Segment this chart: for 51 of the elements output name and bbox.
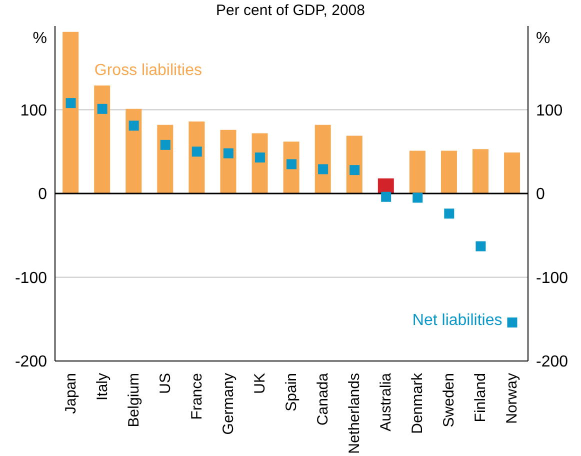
chart-title: Per cent of GDP, 2008 (215, 2, 366, 19)
series-label: Gross liabilities (94, 62, 202, 80)
x-tick-label: Netherlands (346, 373, 364, 454)
point (223, 148, 234, 158)
x-tick-label: Sweden (440, 373, 458, 428)
x-tick-label: Germany (220, 372, 237, 435)
bar (409, 150, 426, 194)
point (192, 146, 202, 157)
point (97, 104, 108, 114)
point (66, 98, 76, 108)
x-tick-label: Norway (504, 372, 521, 424)
y-tick-label: 0 (38, 186, 48, 204)
y-axis-title: % (32, 30, 47, 48)
point (444, 208, 454, 219)
y2-tick-label: -200 (536, 354, 568, 371)
point (254, 152, 265, 162)
x-tick-label: Finland (472, 373, 490, 422)
y2-axis-title: % (536, 30, 550, 48)
point (381, 192, 392, 202)
point (412, 192, 423, 203)
y2-tick-label: 100 (536, 102, 563, 120)
y-tick-label: 100 (20, 102, 48, 120)
point (128, 120, 139, 131)
bar (94, 85, 110, 194)
x-tick-label: Australia (378, 372, 395, 432)
series-label: Net liabilities (412, 312, 502, 330)
y-tick-label: -100 (14, 270, 48, 287)
bar (440, 150, 457, 194)
bar (472, 149, 488, 194)
bar (378, 178, 394, 194)
bar (504, 152, 520, 194)
point (160, 140, 170, 150)
point (318, 164, 328, 174)
y2-tick-label: 0 (536, 186, 545, 204)
point (350, 165, 360, 176)
x-tick-label: Canada (314, 372, 332, 426)
y-tick-label: -200 (14, 354, 48, 371)
x-tick-label: Japan (62, 373, 80, 414)
point (286, 159, 296, 170)
point (476, 241, 486, 252)
x-tick-label: Spain (283, 373, 300, 412)
bar (126, 108, 142, 194)
x-tick-label: UK (251, 373, 268, 394)
x-tick-label: Denmark (409, 372, 426, 434)
x-tick-label: Belgium (125, 373, 142, 428)
bar (62, 32, 79, 194)
x-tick-label: Italy (94, 372, 111, 401)
y2-tick-label: -100 (536, 270, 568, 287)
point (507, 317, 518, 328)
x-tick-label: France (188, 373, 206, 420)
x-tick-label: US (156, 373, 174, 394)
